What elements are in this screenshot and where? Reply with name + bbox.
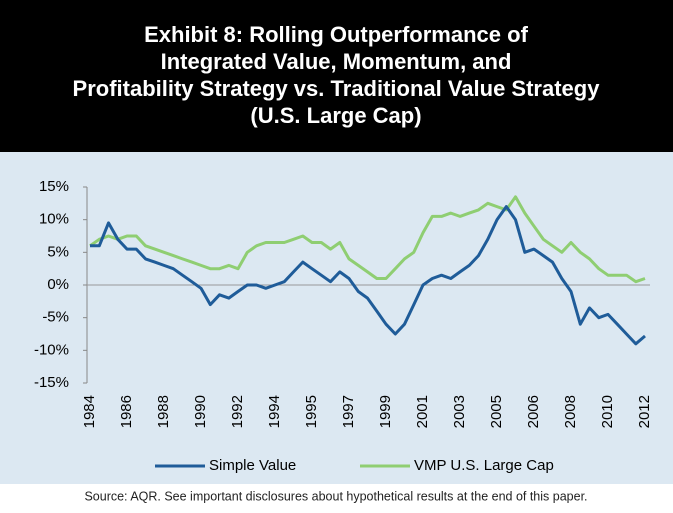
x-tick-label: 1986 bbox=[118, 395, 135, 428]
x-tick-label: 1984 bbox=[81, 395, 98, 428]
title-line: Integrated Value, Momentum, and bbox=[161, 49, 512, 74]
x-tick-label: 2006 bbox=[525, 395, 542, 428]
x-tick-label: 2001 bbox=[414, 395, 431, 428]
y-tick-label: 5% bbox=[47, 243, 69, 260]
chart-title: Exhibit 8: Rolling Outperformance ofInte… bbox=[73, 22, 601, 128]
y-tick-label: -15% bbox=[34, 374, 69, 391]
y-tick-label: 10% bbox=[39, 211, 69, 228]
y-tick-label: -5% bbox=[42, 309, 69, 326]
source: Source: AQR. See important disclosures a… bbox=[84, 489, 587, 503]
header-background bbox=[0, 0, 673, 152]
x-tick-label: 2003 bbox=[451, 395, 468, 428]
plot-background bbox=[0, 152, 673, 484]
y-tick-label: 15% bbox=[39, 178, 69, 195]
line-series bbox=[89, 195, 646, 284]
title-line: Exhibit 8: Rolling Outperformance of bbox=[144, 22, 528, 47]
line-series bbox=[90, 205, 646, 346]
y-tick-label: 0% bbox=[47, 276, 69, 293]
title-line: (U.S. Large Cap) bbox=[250, 103, 421, 128]
title-line: Profitability Strategy vs. Traditional V… bbox=[73, 76, 601, 101]
legend-label: VMP U.S. Large Cap bbox=[414, 457, 554, 474]
x-tick-label: 2012 bbox=[636, 395, 653, 428]
legend-label: Simple Value bbox=[209, 457, 296, 474]
x-tick-label: 1988 bbox=[155, 395, 172, 428]
x-tick-label: 2005 bbox=[488, 395, 505, 428]
x-tick-label: 1995 bbox=[303, 395, 320, 428]
x-tick-label: 1994 bbox=[266, 395, 283, 428]
x-tick-label: 1992 bbox=[229, 395, 246, 428]
x-tick-label: 2008 bbox=[562, 395, 579, 428]
x-tick-label: 1990 bbox=[192, 395, 209, 428]
y-tick-label: -10% bbox=[34, 341, 69, 358]
x-tick-label: 2010 bbox=[599, 395, 616, 428]
x-tick-label: 1997 bbox=[340, 395, 357, 428]
x-tick-label: 1999 bbox=[377, 395, 394, 428]
